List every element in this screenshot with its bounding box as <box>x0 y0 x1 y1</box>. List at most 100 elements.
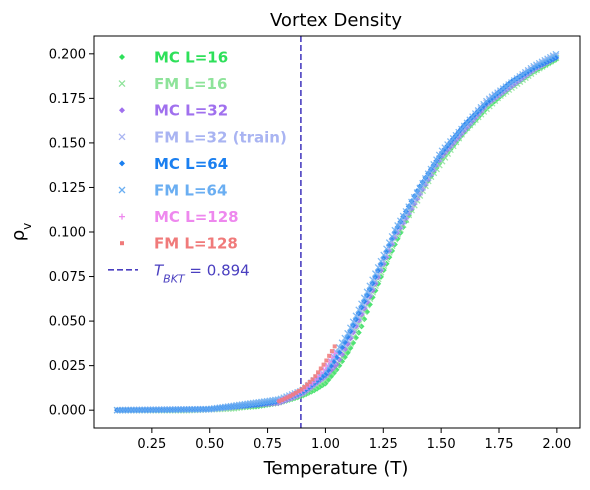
data-point <box>552 50 560 58</box>
data-point <box>199 405 207 413</box>
legend-marker <box>118 80 126 88</box>
data-point <box>147 406 154 414</box>
data-point <box>141 406 149 414</box>
legend-marker <box>119 213 125 220</box>
data-points <box>113 50 560 414</box>
data-point <box>119 406 127 414</box>
legend: MC L=16 FM L=16 MC L=32 FM L=32 (train) MC L… <box>108 49 287 285</box>
x-tick-label: 0.75 <box>253 437 282 452</box>
y-tick-label: 0.000 <box>49 404 86 419</box>
legend-label: FM L=128 <box>154 235 238 253</box>
data-point <box>296 389 301 394</box>
x-tick-label: 1.00 <box>311 437 340 452</box>
legend-marker <box>118 186 126 194</box>
data-point <box>391 226 399 234</box>
data-point <box>329 349 334 354</box>
data-point <box>127 406 135 414</box>
legend-label: FM L=32 (train) <box>154 128 287 146</box>
x-tick-label: 0.25 <box>137 437 166 452</box>
data-point <box>158 406 166 414</box>
legend-label: MC L=64 <box>154 155 228 173</box>
data-point <box>377 257 385 265</box>
data-point <box>424 170 432 178</box>
legend-label: TBKT = 0.894 <box>154 261 250 285</box>
x-tick-label: 2.00 <box>542 437 571 452</box>
data-point <box>385 239 393 247</box>
data-point <box>113 406 121 414</box>
data-point <box>369 276 377 284</box>
data-point <box>130 406 138 414</box>
y-tick-label: 0.050 <box>49 315 86 330</box>
data-point <box>163 406 171 414</box>
data-point <box>355 329 362 336</box>
data-point <box>430 160 438 168</box>
data-point <box>116 406 124 414</box>
data-point <box>194 405 202 413</box>
data-point <box>380 251 388 259</box>
data-point <box>183 405 191 413</box>
legend-marker <box>119 160 125 167</box>
data-point <box>174 406 182 413</box>
data-point <box>202 405 210 413</box>
x-tick-label: 1.25 <box>369 437 398 452</box>
data-point <box>155 406 163 414</box>
data-point <box>124 406 132 414</box>
data-point <box>344 329 352 337</box>
legend-label: FM L=16 <box>154 75 227 93</box>
data-point <box>327 353 332 358</box>
data-point <box>338 339 346 347</box>
data-point <box>196 405 204 413</box>
data-point <box>169 406 177 413</box>
x-tick-label: 1.75 <box>485 437 514 452</box>
y-axis-ticks: 0.000 0.025 0.050 0.075 0.100 0.125 0.150 0.175… <box>49 47 94 419</box>
data-point <box>363 288 371 296</box>
data-point <box>282 396 287 401</box>
data-point <box>341 334 349 342</box>
data-point <box>304 382 309 387</box>
data-point <box>389 235 396 242</box>
legend-marker <box>119 107 125 114</box>
data-point <box>177 405 185 413</box>
data-point <box>288 394 293 399</box>
data-point <box>416 184 424 192</box>
legend-label: FM L=64 <box>154 182 227 200</box>
data-point <box>191 405 199 413</box>
data-point <box>410 193 418 201</box>
y-tick-label: 0.100 <box>49 226 86 241</box>
data-point <box>310 377 315 382</box>
data-point <box>360 294 368 302</box>
series-fm-l-128 <box>277 344 337 404</box>
data-point <box>149 406 157 414</box>
data-point <box>307 379 312 384</box>
legend-label: MC L=16 <box>154 49 228 67</box>
data-point <box>160 406 168 414</box>
data-point <box>374 263 382 271</box>
data-point <box>293 390 298 395</box>
data-point <box>427 165 435 173</box>
data-point <box>316 370 321 375</box>
data-point <box>313 374 318 379</box>
data-point <box>358 300 365 308</box>
data-point <box>291 392 296 397</box>
data-point <box>185 405 193 413</box>
data-point <box>138 406 146 414</box>
data-point <box>122 406 129 414</box>
x-axis-title: Temperature (T) <box>263 458 409 479</box>
legend-label: MC L=128 <box>154 208 239 226</box>
data-point <box>299 387 304 392</box>
data-point <box>324 358 329 363</box>
y-tick-label: 0.175 <box>49 92 86 107</box>
data-point <box>335 344 343 351</box>
data-point <box>433 156 440 164</box>
data-point <box>391 229 398 235</box>
data-point <box>355 306 363 314</box>
data-point <box>332 344 337 349</box>
x-tick-label: 0.50 <box>195 437 224 452</box>
data-point <box>435 151 443 159</box>
chart-title: Vortex Density <box>270 10 402 31</box>
data-point <box>277 399 282 404</box>
y-tick-label: 0.125 <box>49 181 86 196</box>
data-point <box>318 366 323 371</box>
data-point <box>166 406 174 414</box>
data-point <box>180 405 188 413</box>
